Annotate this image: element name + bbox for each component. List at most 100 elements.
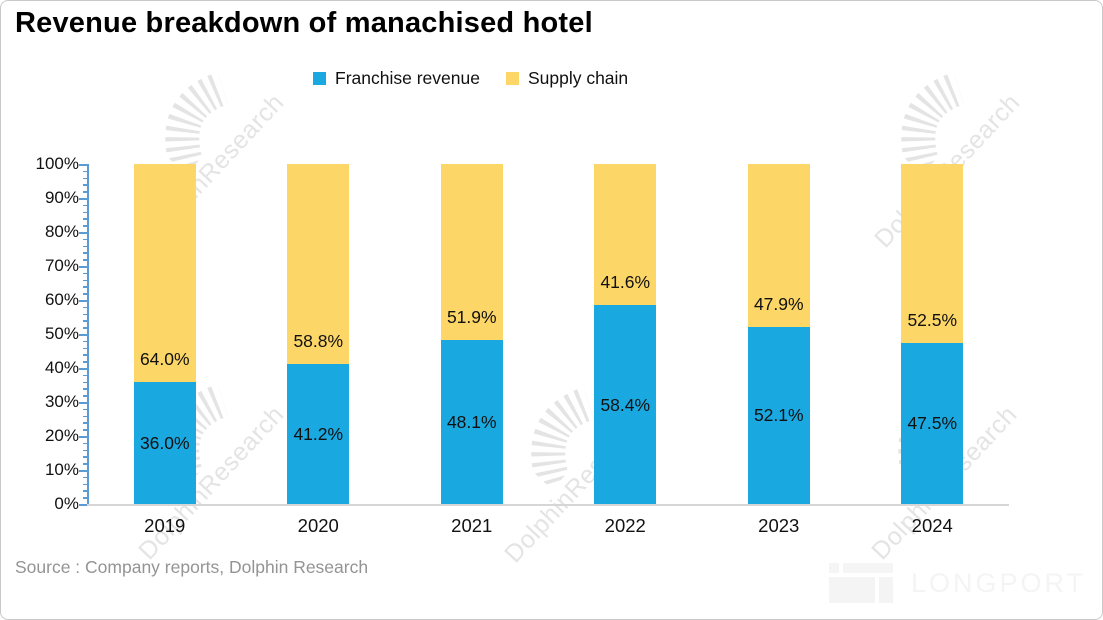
y-tick-label: 80%: [44, 222, 79, 241]
y-axis-minor-tick: [83, 211, 87, 214]
plot-area: 36.0% 64.0% 41.2% 58.8% 48.1% 51.9% 58.4% 41.6%…: [88, 164, 1009, 504]
stacked-bar-2021: 48.1% 51.9%: [440, 164, 503, 504]
y-axis-major-tick: [79, 368, 87, 370]
y-axis-minor-tick: [83, 395, 87, 397]
y-axis-minor-tick: [83, 388, 87, 390]
segment-supply-chain-2019: [133, 164, 196, 382]
y-axis-minor-tick: [83, 456, 87, 458]
bar-slot-2023: 52.1% 47.9%: [702, 164, 856, 504]
y-axis-minor-tick: [83, 259, 87, 261]
legend-item-franchise-revenue: Franchise revenue: [313, 68, 480, 89]
stacked-bar-2020: 41.2% 58.8%: [287, 164, 350, 504]
x-tick-label-2021: 2021: [451, 515, 493, 536]
label-franchise-revenue-2020: 41.2%: [293, 423, 344, 444]
x-tick-label-2020: 2020: [297, 515, 339, 536]
segment-franchise-revenue-2021: [440, 340, 503, 504]
y-tick-label: 0%: [54, 494, 79, 513]
y-tick-label: 30%: [44, 392, 79, 411]
label-franchise-revenue-2024: 47.5%: [907, 413, 958, 434]
brand-logo: LONGPORT: [828, 563, 1086, 607]
y-axis-minor-tick: [83, 245, 87, 248]
y-tick-label: 60%: [44, 290, 79, 309]
y-axis-minor-tick: [83, 293, 87, 295]
y-axis-minor-tick: [83, 374, 87, 377]
dolphin-icon: [164, 71, 229, 173]
y-axis-minor-tick: [83, 476, 87, 479]
segment-supply-chain-2024: [901, 164, 964, 343]
y-tick-label: 50%: [44, 324, 79, 343]
label-supply-chain-2024: 52.5%: [907, 309, 958, 330]
legend-swatch-supply-icon: [505, 72, 519, 85]
segment-supply-chain-2022: [594, 164, 657, 306]
y-axis-minor-tick: [83, 177, 87, 180]
y-axis-minor-tick: [83, 381, 87, 384]
brand-logo-text: LONGPORT: [910, 567, 1086, 598]
x-axis-labels: 2019 2020 2021 2022 2023 2024: [88, 515, 1009, 537]
bar-slot-2022: 58.4% 41.6%: [549, 164, 703, 504]
y-axis-minor-tick: [83, 463, 87, 465]
source-note: Source : Company reports, Dolphin Resear…: [15, 557, 369, 577]
y-axis-labels: 0% 10% 20% 30% 40% 50% 60% 70% 80% 90% 100%: [1, 154, 79, 513]
y-axis-minor-tick: [83, 490, 87, 492]
y-axis-major-tick: [79, 266, 87, 268]
stacked-bar-2019: 36.0% 64.0%: [133, 164, 196, 504]
y-axis-major-tick: [79, 334, 87, 336]
y-axis-minor-tick: [83, 442, 87, 445]
y-axis-major-tick: [79, 232, 87, 234]
y-axis-minor-tick: [83, 327, 87, 329]
segment-franchise-revenue-2020: [287, 363, 350, 504]
y-axis-minor-tick: [83, 415, 87, 418]
label-franchise-revenue-2021: 48.1%: [446, 412, 497, 433]
x-axis-line: [78, 504, 1009, 506]
y-axis-minor-tick: [83, 497, 87, 499]
y-axis-minor-tick: [83, 252, 87, 254]
y-axis-major-tick: [79, 198, 87, 200]
y-axis-minor-tick: [83, 238, 87, 241]
y-axis-minor-tick: [83, 225, 87, 227]
label-supply-chain-2021: 51.9%: [446, 307, 497, 328]
y-axis-minor-tick: [83, 483, 87, 486]
segment-franchise-revenue-2022: [594, 305, 657, 504]
y-axis-major-tick: [79, 300, 87, 302]
y-axis-major-tick: [79, 436, 87, 438]
label-franchise-revenue-2023: 52.1%: [753, 405, 804, 426]
y-axis-minor-tick: [83, 170, 87, 173]
y-tick-label: 100%: [35, 154, 79, 173]
y-axis-minor-tick: [83, 422, 87, 424]
stacked-bar-2024: 47.5% 52.5%: [901, 164, 964, 504]
legend-label: Supply chain: [527, 68, 629, 88]
stacked-bar-2022: 58.4% 41.6%: [594, 164, 657, 504]
y-axis-minor-tick: [83, 204, 87, 207]
y-axis-minor-tick: [83, 347, 87, 350]
dolphin-icon: [900, 71, 965, 173]
y-axis-major-tick: [79, 164, 87, 166]
x-tick-label-2022: 2022: [604, 515, 646, 536]
x-tick-label-2023: 2023: [758, 515, 800, 536]
segment-franchise-revenue-2023: [747, 326, 810, 504]
label-supply-chain-2023: 47.9%: [753, 293, 804, 314]
y-tick-label: 10%: [44, 460, 79, 479]
label-franchise-revenue-2022: 58.4%: [600, 394, 651, 415]
y-tick-label: 20%: [44, 426, 79, 445]
legend: Franchise revenue Supply chain: [313, 68, 628, 89]
y-axis-minor-tick: [83, 340, 87, 343]
bar-slot-2020: 41.2% 58.8%: [242, 164, 396, 504]
y-axis-minor-tick: [83, 286, 87, 288]
y-axis-minor-tick: [83, 361, 87, 363]
y-axis-minor-tick: [83, 306, 87, 309]
bar-slot-2021: 48.1% 51.9%: [395, 164, 549, 504]
chart-title: Revenue breakdown of manachised hotel: [15, 7, 593, 39]
y-axis-major-tick: [79, 504, 87, 506]
y-axis-minor-tick: [83, 320, 87, 322]
segment-supply-chain-2021: [440, 164, 503, 341]
bar-slot-2019: 36.0% 64.0%: [88, 164, 242, 504]
y-tick-label: 90%: [44, 188, 79, 207]
longport-logo-icon: [828, 563, 893, 607]
segment-supply-chain-2023: [747, 164, 810, 327]
y-axis-minor-tick: [83, 449, 87, 452]
legend-item-supply-chain: Supply chain: [505, 68, 629, 89]
x-tick-label-2024: 2024: [911, 515, 953, 536]
y-axis-minor-tick: [83, 313, 87, 316]
y-axis-minor-tick: [83, 218, 87, 220]
